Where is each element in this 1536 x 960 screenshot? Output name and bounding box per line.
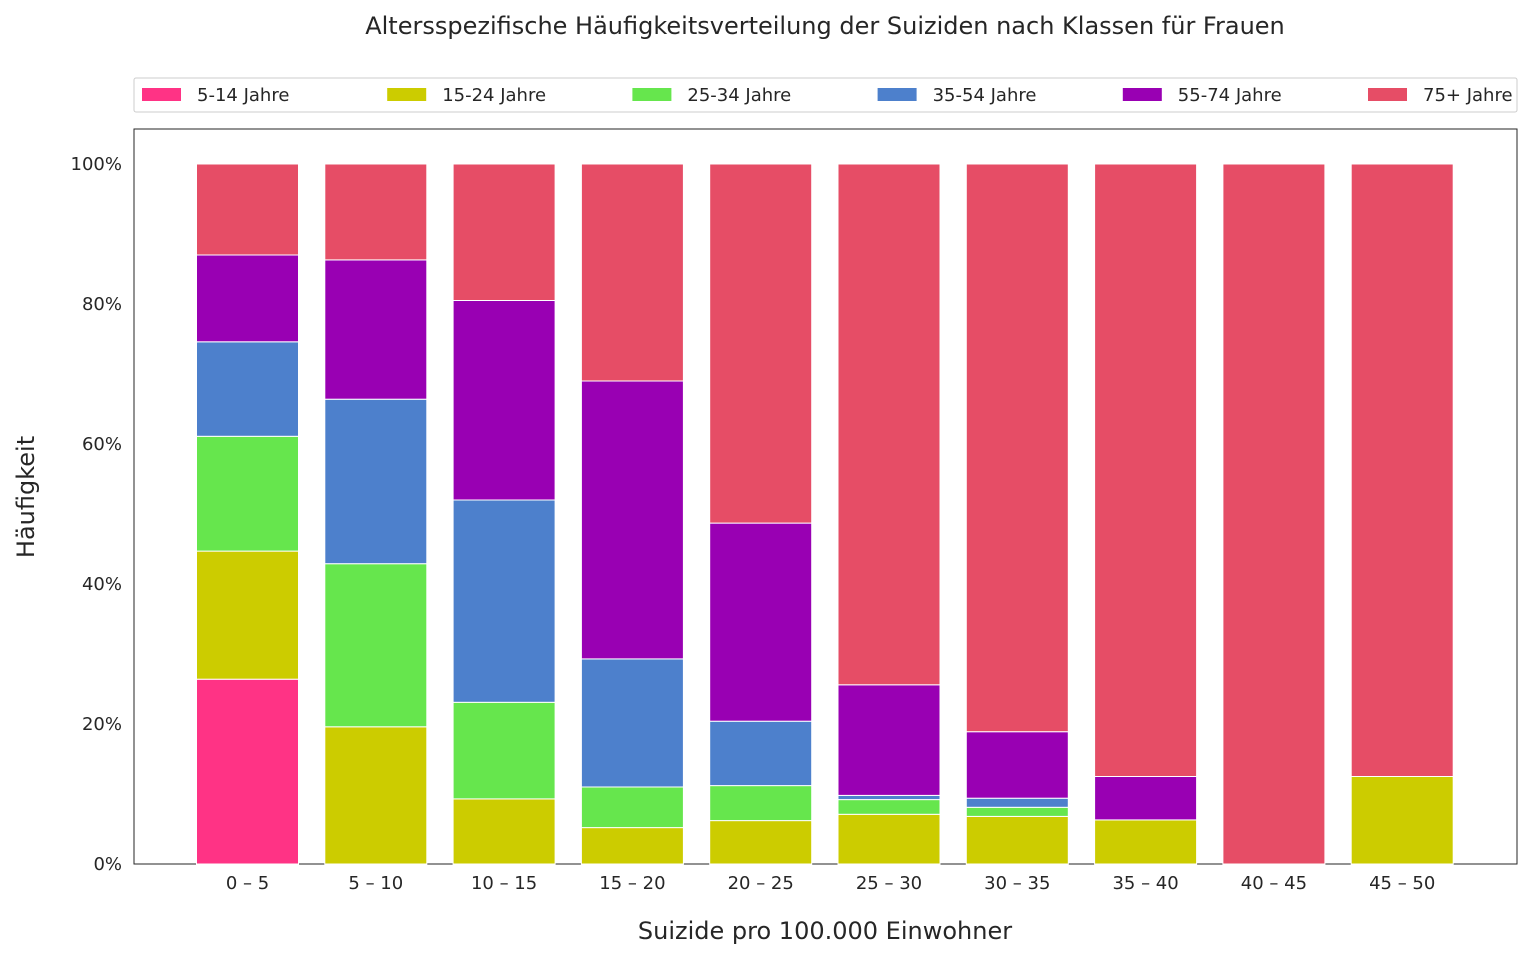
bar-segment — [709, 820, 813, 865]
bar-segment — [709, 720, 813, 787]
bar-segment — [196, 678, 299, 865]
legend-item: 55-74 Jahre — [1122, 85, 1282, 106]
legend-label: 75+ Jahre — [1423, 85, 1513, 106]
bar-segment — [1350, 163, 1454, 777]
bar-segment — [452, 798, 556, 865]
bar-segment — [1350, 776, 1454, 865]
bar-stack — [324, 163, 428, 865]
y-axis-label: Häufigkeit — [12, 436, 40, 558]
bar-segment — [1094, 776, 1198, 821]
bar-segment — [324, 398, 428, 565]
bar-stack — [1350, 163, 1454, 865]
legend-label: 55-74 Jahre — [1178, 85, 1282, 106]
x-tick-label: 25 – 30 — [856, 873, 922, 894]
bar-segment — [452, 163, 556, 301]
bar-segment — [580, 380, 684, 660]
bar-segment — [1094, 819, 1198, 865]
legend: 5-14 Jahre 15-24 Jahre 25-34 Jahre 35-54 Ja… — [133, 77, 1518, 113]
bar-segment — [196, 341, 299, 437]
y-tick-label: 80% — [82, 294, 122, 315]
bar-segment — [709, 522, 813, 722]
legend-swatch — [1122, 88, 1162, 101]
bar-segment — [837, 799, 941, 815]
bar-segment — [965, 806, 1069, 817]
bar-segment — [196, 163, 299, 256]
legend-label: 15-24 Jahre — [442, 85, 546, 106]
bar-segment — [837, 163, 941, 686]
x-tick-label: 45 – 50 — [1369, 873, 1435, 894]
bar-segment — [709, 163, 813, 524]
bar-segment — [324, 726, 428, 865]
y-axis-ticks: 0% 20% 40% 60% 80% 100% — [71, 154, 122, 875]
x-axis-ticks: 0 – 5 5 – 10 10 – 15 15 – 20 20 – 25 25 – 30 3… — [226, 873, 1436, 894]
bar-stack — [1094, 163, 1198, 865]
bar-segment — [580, 827, 684, 865]
bar-stack — [196, 163, 299, 865]
x-tick-label: 35 – 40 — [1112, 873, 1178, 894]
y-tick-label: 100% — [71, 154, 122, 175]
legend-swatch — [877, 88, 917, 101]
bar-segment — [452, 499, 556, 703]
legend-swatch — [387, 88, 427, 101]
chart-title: Altersspezifische Häufigkeitsverteilung … — [365, 12, 1285, 40]
x-tick-label: 5 – 10 — [348, 873, 403, 894]
x-tick-label: 20 – 25 — [728, 873, 794, 894]
legend-item: 5-14 Jahre — [142, 85, 289, 106]
bar-segment — [452, 300, 556, 501]
legend-item: 35-54 Jahre — [877, 85, 1037, 106]
bar-segment — [709, 785, 813, 822]
bar-stack — [580, 163, 684, 865]
legend-swatch — [632, 88, 672, 101]
bar-segment — [837, 813, 941, 865]
bar-stack — [965, 163, 1069, 865]
y-tick-label: 60% — [82, 434, 122, 455]
x-tick-label: 15 – 20 — [599, 873, 665, 894]
legend-item: 75+ Jahre — [1368, 85, 1513, 106]
legend-item: 15-24 Jahre — [387, 85, 546, 106]
legend-label: 5-14 Jahre — [197, 85, 289, 106]
bar-segment — [452, 701, 556, 800]
legend-item: 25-34 Jahre — [632, 85, 791, 106]
legend-label: 25-34 Jahre — [687, 85, 791, 106]
x-tick-label: 0 – 5 — [226, 873, 269, 894]
bar-segment — [1094, 163, 1198, 777]
legend-swatch — [142, 88, 181, 101]
bar-segment — [580, 163, 684, 382]
bar-segment — [965, 731, 1069, 799]
legend-label: 35-54 Jahre — [933, 85, 1037, 106]
bar-segment — [196, 254, 299, 343]
bar-stack — [452, 163, 556, 865]
bar-segment — [965, 797, 1069, 808]
y-tick-label: 40% — [82, 574, 122, 595]
y-tick-label: 20% — [82, 714, 122, 735]
legend-swatch — [1368, 88, 1407, 101]
bar-segment — [324, 163, 428, 261]
bar-segment — [580, 658, 684, 788]
bar-segment — [580, 786, 684, 829]
bar-segment — [324, 259, 428, 400]
bar-stack — [1222, 163, 1326, 865]
bar-segment — [196, 435, 299, 552]
bar-segment — [837, 684, 941, 796]
x-tick-label: 40 – 45 — [1241, 873, 1307, 894]
bar-stack — [837, 163, 941, 865]
y-tick-label: 0% — [93, 854, 122, 875]
bar-segment — [965, 815, 1069, 865]
x-tick-label: 30 – 35 — [984, 873, 1050, 894]
bar-segment — [196, 550, 299, 680]
bar-segment — [1222, 163, 1326, 865]
bar-segment — [965, 163, 1069, 733]
bar-segment — [837, 794, 941, 801]
x-axis-label: Suizide pro 100.000 Einwohner — [638, 917, 1012, 945]
legend-frame — [133, 77, 1518, 113]
bar-segment — [324, 563, 428, 728]
bars — [196, 163, 1454, 865]
x-tick-label: 10 – 15 — [471, 873, 537, 894]
bar-stack — [709, 163, 813, 865]
